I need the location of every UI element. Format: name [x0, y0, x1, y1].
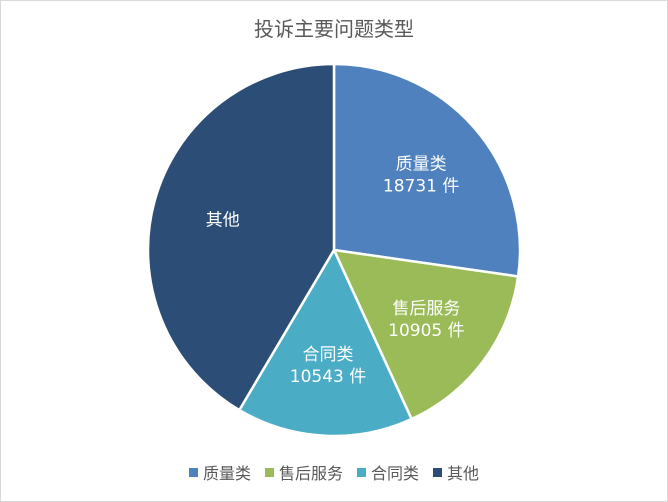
- legend-swatch: [433, 467, 443, 477]
- chart-title: 投诉主要问题类型: [254, 17, 414, 41]
- pie-slice-after-sales: [331, 248, 520, 421]
- pie-slice-contract: [237, 247, 414, 438]
- legend-swatch: [188, 467, 198, 477]
- legend-item-quality: 质量类: [188, 460, 251, 484]
- legend-label: 合同类: [371, 464, 420, 483]
- slice-label-contract: 合同类 10543 件: [290, 345, 366, 387]
- legend-swatch: [264, 467, 274, 477]
- legend-item-after-sales: 售后服务: [264, 460, 343, 484]
- slice-label-after-sales: 售后服务 10905 件: [388, 299, 464, 341]
- chart-legend: 质量类 售后服务 合同类 其他: [1, 460, 667, 484]
- pie-slice-quality: [332, 62, 522, 278]
- slice-label-quality: 质量类 18731 件: [383, 154, 459, 196]
- pie-slice-other: [146, 62, 336, 412]
- legend-item-other: 其他: [433, 460, 479, 484]
- legend-label: 质量类: [202, 464, 251, 483]
- legend-label: 其他: [447, 464, 480, 483]
- legend-swatch: [357, 467, 366, 477]
- legend-item-contract: 合同类: [357, 460, 419, 484]
- legend-label: 售后服务: [278, 464, 343, 483]
- slice-label-other: 其他: [206, 211, 240, 231]
